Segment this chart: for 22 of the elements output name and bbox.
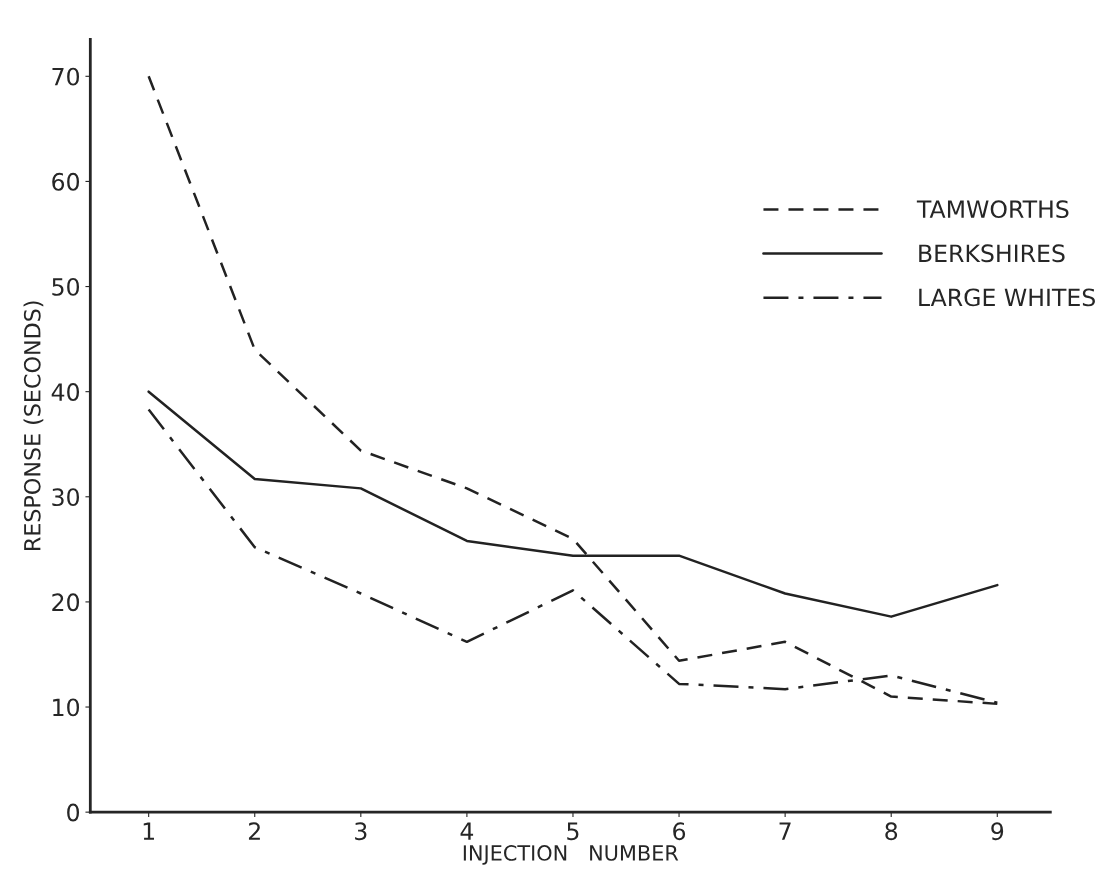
- y-tick-label: 10: [53, 698, 80, 717]
- y-tick-label: 50: [52, 277, 80, 296]
- legend-label: TAMWORTHS: [916, 200, 1069, 219]
- legend-label: BERKSHIRES: [919, 244, 1065, 263]
- x-axis-title: INJECTION NUMBER: [463, 845, 679, 865]
- x-tick-label: 9: [991, 822, 1004, 841]
- y-axis-title: RESPONSE (SECONDS): [23, 301, 44, 550]
- y-tick-label: 20: [52, 593, 80, 612]
- y-tick-label: 70: [52, 67, 80, 86]
- legend-label: LARGE WHITES: [919, 288, 1095, 307]
- x-tick-label: 8: [885, 822, 898, 841]
- x-tick-label: 3: [355, 822, 367, 841]
- x-tick-label: 2: [248, 822, 260, 840]
- x-tick-label: 4: [460, 822, 474, 840]
- x-tick-label: 1: [143, 822, 154, 840]
- y-tick-label: 0: [67, 803, 80, 822]
- y-tick-label: 40: [51, 383, 80, 401]
- x-tick-label: 5: [567, 822, 579, 841]
- x-tick-label: 7: [779, 822, 791, 840]
- y-tick-label: 30: [52, 488, 80, 507]
- y-tick-label: 60: [52, 172, 80, 191]
- x-tick-label: 6: [673, 822, 686, 841]
